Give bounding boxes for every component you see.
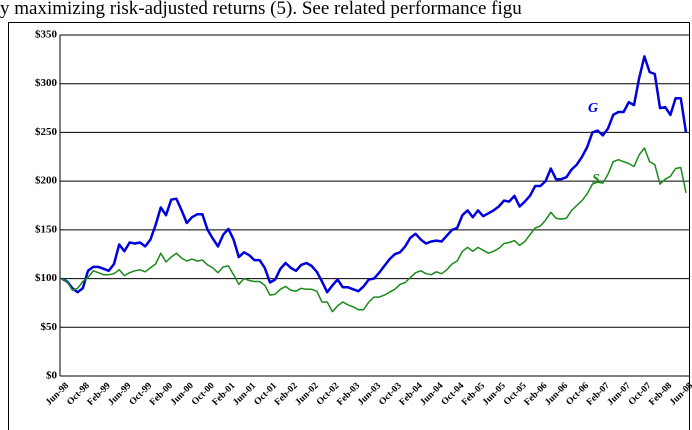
series-line [61,147,687,313]
series-label: G [588,101,598,116]
caption: y maximizing risk-adjusted returns (5). … [0,0,522,19]
y-tick-label: $0 [46,370,58,382]
y-tick-label: $150 [35,223,58,235]
y-tick-label: $100 [35,272,58,284]
y-tick-label: $250 [35,126,58,138]
series-line [61,55,688,294]
y-tick-label: $300 [35,77,58,89]
y-tick-label: $350 [35,29,58,41]
series-label: S [592,172,600,187]
chart-frame [8,22,690,430]
y-tick-label: $50 [41,321,58,333]
y-tick-label: $200 [35,175,58,187]
